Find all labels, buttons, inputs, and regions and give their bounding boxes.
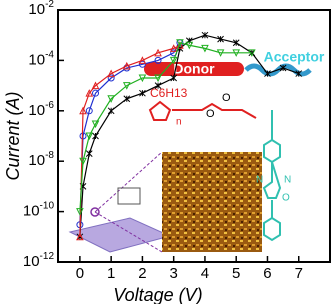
annotation: n (176, 117, 182, 128)
marker (76, 208, 84, 216)
marker (248, 49, 256, 57)
marker (122, 61, 131, 70)
x-tick-label: 3 (170, 265, 178, 282)
y-tick-label: 10-4 (28, 49, 54, 68)
annotation: O (206, 108, 215, 120)
marker (91, 81, 100, 90)
x-axis-label: Voltage (V) (113, 285, 202, 304)
marker (79, 106, 87, 115)
marker (85, 89, 94, 97)
x-tick-label: 6 (263, 265, 271, 282)
marker (170, 74, 178, 82)
zoom-line (94, 211, 163, 253)
marker (92, 89, 100, 97)
marker (139, 89, 146, 97)
marker (76, 232, 84, 241)
series-line (79, 42, 252, 212)
marker (91, 120, 100, 129)
zoom-line (94, 151, 163, 213)
marker (154, 48, 162, 57)
substrate (68, 217, 172, 253)
series-line (79, 44, 181, 237)
annotation: Acceptor (264, 49, 325, 65)
marker (107, 74, 115, 82)
y-tick-label: 10-12 (23, 251, 55, 270)
marker (138, 60, 146, 68)
circuit (117, 187, 141, 205)
marker (154, 74, 162, 83)
marker (107, 95, 115, 103)
annotation: C6H13 (150, 86, 188, 100)
marker (107, 107, 115, 115)
marker (201, 31, 209, 39)
marker (154, 56, 162, 64)
marker (92, 132, 99, 140)
marker (122, 82, 131, 90)
y-tick-label: 10-8 (28, 150, 54, 169)
annotation: Donor (173, 61, 215, 77)
marker (123, 95, 131, 103)
marker (107, 69, 115, 78)
marker (138, 74, 147, 83)
annotation: N (284, 175, 291, 186)
marker (79, 157, 87, 166)
molecule-acceptor (262, 110, 282, 242)
x-tick-label: 4 (201, 265, 209, 282)
marker (169, 44, 178, 52)
marker (185, 37, 193, 45)
x-tick-label: 5 (232, 265, 240, 282)
x-tick-label: 0 (76, 265, 84, 282)
x-tick-label: 1 (107, 265, 115, 282)
marker (85, 107, 93, 115)
series-line (79, 42, 181, 225)
marker (232, 49, 241, 57)
marker (216, 49, 225, 57)
y-tick-label: 10-10 (23, 200, 55, 219)
marker (232, 39, 240, 47)
marker (169, 56, 178, 65)
marker (85, 150, 93, 157)
probe (90, 207, 100, 217)
plot-frame (57, 9, 331, 263)
x-tick-label: 7 (295, 265, 303, 282)
y-axis-label: Current (A) (3, 91, 23, 180)
y-tick-label: 10-6 (28, 99, 54, 118)
marker (264, 70, 271, 77)
marker (176, 39, 184, 47)
series-line (79, 34, 299, 237)
annotation: O (282, 193, 290, 204)
inset (68, 62, 312, 253)
marker (217, 35, 224, 43)
marker (85, 132, 94, 141)
y-tick-label: 10-2 (28, 0, 54, 18)
marker (295, 70, 303, 77)
x-tick-label: 2 (138, 265, 146, 282)
annotation: N (256, 175, 263, 186)
molecule-donor (148, 100, 257, 121)
marker (185, 41, 194, 50)
marker (154, 82, 162, 89)
afm-texture (162, 152, 262, 252)
annotation: O (222, 92, 231, 104)
marker (138, 56, 147, 64)
marker (201, 44, 209, 53)
marker (279, 64, 287, 72)
